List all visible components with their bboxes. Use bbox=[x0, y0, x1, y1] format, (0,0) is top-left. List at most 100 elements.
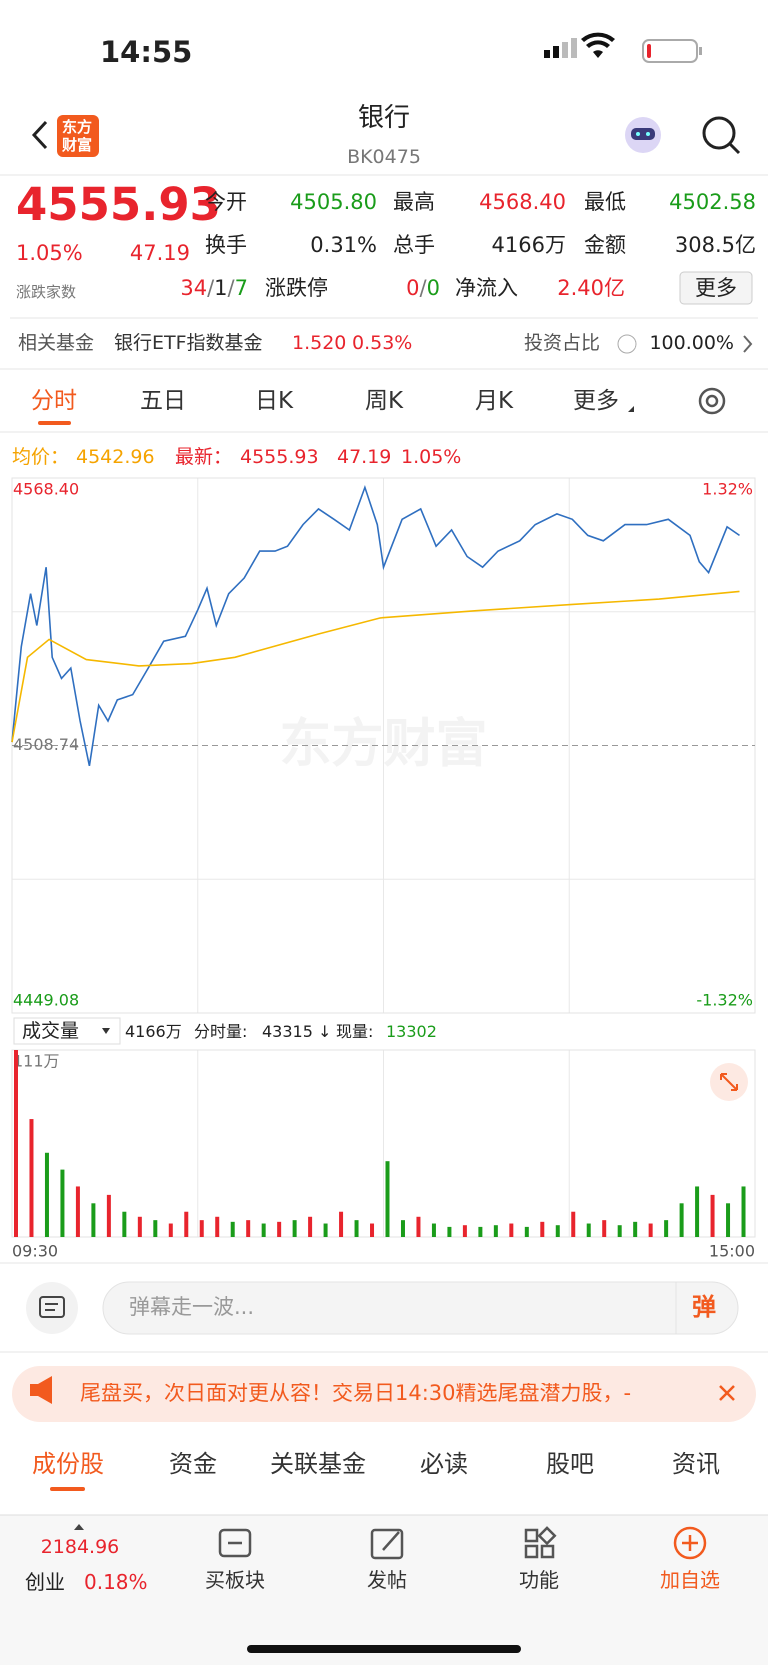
comment-input[interactable] bbox=[102, 1281, 739, 1335]
back-icon[interactable] bbox=[31, 120, 48, 150]
comment-icon[interactable] bbox=[26, 1282, 78, 1334]
volume-bar bbox=[633, 1221, 638, 1237]
value: 47.19 bbox=[337, 446, 392, 468]
volume-bar bbox=[741, 1186, 746, 1237]
volume-bar bbox=[277, 1221, 282, 1237]
label: 涨跌停 bbox=[265, 276, 328, 300]
volume-bar bbox=[710, 1194, 715, 1237]
volume-bar bbox=[261, 1223, 266, 1237]
value: 0 bbox=[406, 276, 420, 300]
label: 涨跌家数 bbox=[16, 283, 77, 301]
label: 最新： bbox=[175, 446, 233, 468]
volume-bar bbox=[122, 1211, 127, 1237]
volume-bar bbox=[493, 1225, 498, 1237]
section-tab[interactable]: 资金 bbox=[169, 1450, 217, 1478]
dropdown-icon bbox=[628, 406, 634, 412]
value: 4502.58 bbox=[669, 190, 756, 214]
limit: 0/0 bbox=[406, 278, 440, 299]
nav-item[interactable]: 发帖 bbox=[367, 1568, 407, 1592]
tab[interactable]: 更多 bbox=[573, 388, 619, 414]
close-icon[interactable] bbox=[719, 1385, 735, 1401]
barrage-button[interactable]: 弹 bbox=[692, 1293, 716, 1321]
price: 4555.93 bbox=[16, 178, 221, 231]
tab[interactable]: 五日 bbox=[140, 388, 186, 414]
nav-item[interactable]: 买板块 bbox=[205, 1568, 265, 1592]
help-icon[interactable] bbox=[617, 334, 637, 354]
x-tick-label: 09:30 bbox=[12, 1242, 58, 1261]
change-pct: 1.05% bbox=[16, 241, 83, 265]
settings-icon[interactable] bbox=[698, 387, 726, 415]
volume-bar bbox=[416, 1216, 421, 1237]
value: 4568.40 bbox=[479, 190, 566, 214]
tab[interactable]: 分时 bbox=[31, 388, 77, 414]
label: 分时量: bbox=[194, 1022, 248, 1041]
label: 均价： bbox=[12, 446, 70, 468]
value: 4166万 bbox=[125, 1022, 182, 1041]
volume-bar bbox=[555, 1225, 560, 1237]
label: 今开 bbox=[205, 190, 247, 214]
tab[interactable]: 周K bbox=[364, 388, 404, 414]
chevron bbox=[743, 335, 753, 353]
up-icon bbox=[74, 1524, 84, 1530]
volume-bar bbox=[695, 1186, 700, 1237]
more-button[interactable] bbox=[679, 271, 753, 305]
volume-bar bbox=[679, 1203, 684, 1237]
label: 净流入 bbox=[455, 276, 518, 300]
volume-bar bbox=[602, 1220, 607, 1237]
banner-text[interactable]: 尾盘买，次日面对更从容！交易日14:30精选尾盘潜力股，- bbox=[80, 1383, 632, 1404]
section-tab[interactable]: 必读 bbox=[420, 1450, 468, 1478]
volume-bar bbox=[246, 1220, 251, 1237]
volume-bar bbox=[617, 1225, 622, 1237]
selector[interactable]: 成交量 bbox=[22, 1020, 80, 1042]
label: 投资占比 bbox=[524, 332, 601, 354]
fund-name[interactable]: 银行ETF指数基金 bbox=[114, 332, 263, 354]
value: 1.05% bbox=[401, 446, 462, 468]
search-icon[interactable] bbox=[702, 116, 741, 155]
y2-tick-label: 1.32% bbox=[702, 480, 753, 499]
volume-bar bbox=[308, 1216, 313, 1237]
volume-bar bbox=[230, 1221, 235, 1237]
dividers bbox=[0, 174, 768, 1353]
volume-bar bbox=[106, 1194, 111, 1237]
section-tab[interactable]: 股吧 bbox=[546, 1450, 594, 1478]
logo-text: 东方 bbox=[62, 118, 93, 136]
label: 最高 bbox=[393, 190, 435, 214]
expand-icon[interactable] bbox=[710, 1063, 748, 1101]
volume-bar bbox=[478, 1226, 483, 1237]
value: 7 bbox=[234, 276, 248, 300]
arrow: ↓ bbox=[318, 1022, 332, 1041]
change: 47.19 bbox=[129, 241, 190, 265]
section-tab[interactable]: 资讯 bbox=[672, 1450, 720, 1478]
volume-bar bbox=[462, 1225, 467, 1237]
tab[interactable]: 日K bbox=[254, 388, 294, 414]
volume-bar bbox=[648, 1223, 653, 1237]
y-tick-label: 4449.08 bbox=[13, 991, 79, 1010]
y2-tick-label: -1.32% bbox=[696, 991, 753, 1010]
volume-bar bbox=[431, 1223, 436, 1237]
section-tab[interactable]: 关联基金 bbox=[270, 1450, 366, 1478]
section-tab[interactable]: 成份股 bbox=[32, 1450, 104, 1478]
value: 4555.93 bbox=[240, 446, 319, 468]
volume-bar bbox=[137, 1216, 142, 1237]
robot-icon[interactable] bbox=[625, 117, 661, 153]
watermark: 东方财富 bbox=[279, 715, 487, 775]
selector-box[interactable] bbox=[13, 1017, 121, 1045]
nav-item[interactable]: 功能 bbox=[519, 1568, 559, 1592]
value: 43315 bbox=[262, 1022, 313, 1041]
tab[interactable]: 月K bbox=[474, 388, 514, 414]
value: 4166万 bbox=[491, 233, 566, 257]
logo-text: 财富 bbox=[62, 136, 93, 154]
volume-bar bbox=[339, 1211, 344, 1237]
volume-bar bbox=[447, 1226, 452, 1237]
banner[interactable] bbox=[12, 1366, 756, 1422]
comment-placeholder[interactable]: 弹幕走一波... bbox=[129, 1295, 255, 1319]
nav-item[interactable]: 加自选 bbox=[660, 1568, 720, 1592]
logo[interactable] bbox=[57, 115, 99, 157]
y-tick-label: 4508.74 bbox=[13, 735, 79, 754]
volume-bar bbox=[586, 1223, 591, 1237]
more-button-label[interactable]: 更多 bbox=[695, 276, 737, 300]
y-tick-label: 4568.40 bbox=[13, 480, 79, 499]
volume-bar bbox=[385, 1161, 390, 1237]
